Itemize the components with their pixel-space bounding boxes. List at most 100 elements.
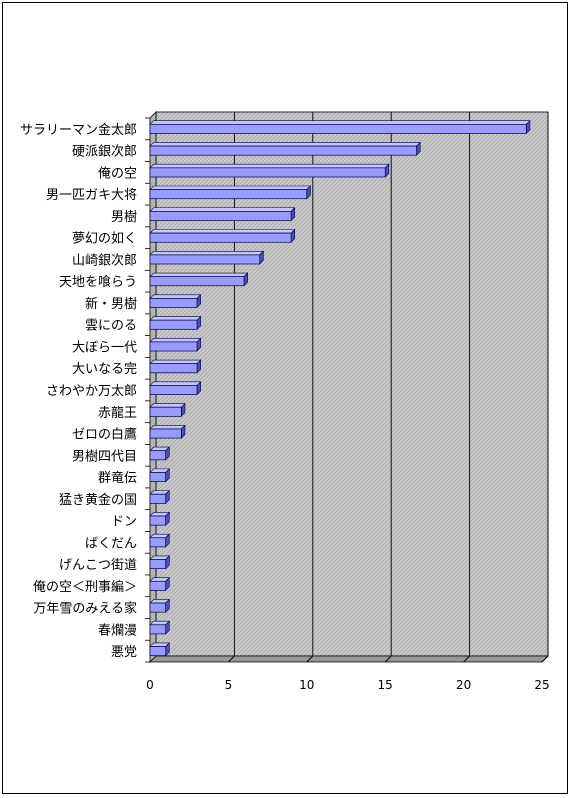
bar-front [149, 624, 167, 635]
bar-front [149, 472, 167, 482]
category-label: 赤龍王 [98, 405, 137, 421]
category-label: 万年雪のみえる家 [33, 601, 137, 617]
category-label: サラリーマン金太郎 [20, 122, 137, 138]
category-label: 大ぼら一代 [72, 340, 137, 355]
bar-top [149, 425, 186, 430]
bar-front [149, 254, 261, 265]
x-tick-label: 25 [534, 678, 549, 692]
bar-front [149, 167, 386, 178]
x-tick-labels: 0 5 10 15 20 25 [146, 678, 549, 692]
bar [149, 402, 186, 418]
bar [149, 141, 421, 156]
x-tick-label: 15 [378, 678, 393, 692]
x-tick-label: 10 [299, 678, 314, 692]
bar-top [149, 403, 186, 408]
bar-top [149, 163, 390, 169]
category-label: 夢幻の如く [72, 231, 137, 247]
category-label: 男樹四代目 [72, 449, 137, 464]
bar-top [149, 359, 202, 364]
bar-front [149, 493, 167, 504]
category-label: ばくだん [85, 536, 137, 551]
bar [149, 207, 296, 222]
x-tick-label: 0 [146, 678, 154, 692]
gridline-floor [384, 655, 392, 663]
x-tick-label: 5 [225, 678, 233, 692]
bar [149, 620, 171, 635]
bar-front [149, 385, 198, 395]
bar-top [149, 207, 296, 212]
bar [149, 272, 249, 287]
floor [149, 655, 549, 663]
bar-top [149, 250, 265, 256]
category-label: 新・男樹 [85, 296, 137, 312]
bar-front [149, 537, 167, 548]
category-label: 大いなる完 [72, 362, 137, 377]
bar [149, 576, 171, 592]
bar [149, 533, 171, 548]
bar-front [149, 145, 417, 156]
bar [149, 381, 202, 396]
bar-top [149, 381, 202, 386]
bar-top [149, 338, 202, 343]
bar [149, 446, 171, 461]
bar-front [149, 559, 167, 569]
category-label: さわやか万太郎 [46, 384, 137, 399]
bar [149, 315, 202, 331]
bar [149, 489, 171, 505]
gridline-floor [541, 655, 549, 663]
bar-front [149, 211, 292, 221]
gridline-floor [228, 655, 235, 663]
category-label: げんこつ街道 [59, 558, 137, 573]
bar-top [149, 142, 421, 147]
bar [149, 337, 202, 352]
bar-front [149, 341, 198, 352]
bar-top [149, 229, 296, 234]
bar [149, 424, 186, 439]
category-label: 悪党 [111, 645, 137, 660]
category-label: 男一匹ガキ大将 [46, 188, 137, 203]
gridline-floor [306, 655, 314, 663]
bar-top [149, 272, 249, 277]
gridlines [228, 112, 549, 663]
category-label: 山崎銀次郎 [72, 252, 137, 268]
bar [149, 359, 202, 374]
bar [149, 294, 202, 309]
plot-walls [145, 111, 549, 663]
category-label: 俺の空＜刑事編＞ [33, 579, 137, 595]
bar [149, 119, 531, 135]
bar-top [149, 316, 202, 321]
bar-front [149, 450, 167, 461]
bar [149, 228, 296, 243]
bar [149, 163, 390, 178]
bar-top [149, 185, 312, 190]
bar-front [149, 580, 167, 591]
bar [149, 511, 171, 526]
category-label: ゼロの白鷹 [72, 427, 137, 443]
category-label: 雲にのる [85, 319, 137, 334]
bar [149, 185, 312, 200]
category-label: 猛き黄金の国 [59, 492, 137, 508]
bar-top [149, 120, 531, 125]
bar-front [149, 406, 182, 417]
bar [149, 642, 171, 657]
x-tick-label: 20 [456, 678, 471, 692]
bar-front [149, 428, 182, 439]
category-labels: サラリーマン金太郎硬派銀次郎俺の空男一匹ガキ大将男樹夢幻の如く山崎銀次郎天地を喰… [20, 122, 137, 660]
category-label: 硬派銀次郎 [72, 144, 137, 160]
bar-front [149, 276, 245, 287]
gridline-floor [463, 655, 470, 663]
bar [149, 250, 265, 265]
category-label: 春爛漫 [98, 622, 137, 638]
bar-front [149, 232, 292, 243]
bar-front [149, 602, 167, 613]
category-label: 群竜伝 [98, 471, 137, 486]
back-wall [155, 111, 549, 657]
category-label: 俺の空 [98, 166, 137, 181]
bar-front [149, 319, 198, 330]
bar-front [149, 646, 167, 657]
bar-front [149, 363, 198, 374]
category-label: 天地を喰らう [59, 274, 137, 290]
bar [149, 598, 171, 613]
category-label: 男樹 [111, 210, 137, 225]
